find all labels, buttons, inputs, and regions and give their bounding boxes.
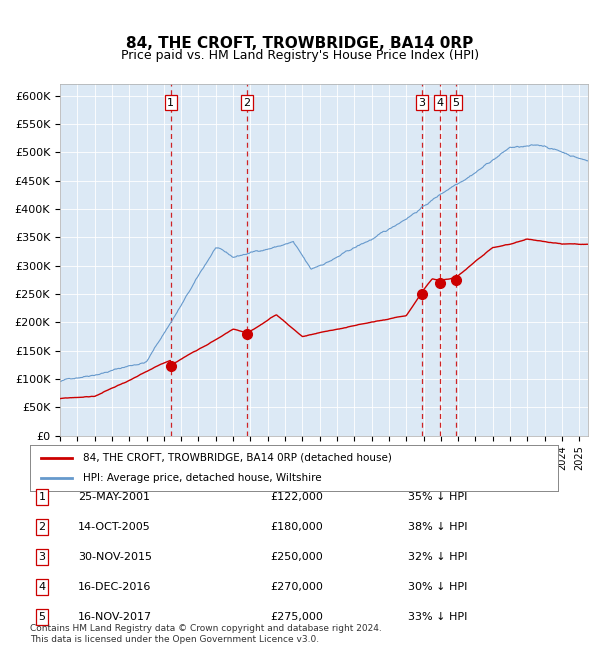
Text: 2: 2	[38, 522, 46, 532]
Text: 32% ↓ HPI: 32% ↓ HPI	[408, 552, 467, 562]
Text: 3: 3	[38, 552, 46, 562]
Text: 5: 5	[38, 612, 46, 622]
Text: 1: 1	[167, 98, 174, 108]
Text: Contains HM Land Registry data © Crown copyright and database right 2024.
This d: Contains HM Land Registry data © Crown c…	[30, 624, 382, 644]
Text: 3: 3	[418, 98, 425, 108]
Text: 1: 1	[38, 492, 46, 502]
Text: 84, THE CROFT, TROWBRIDGE, BA14 0RP: 84, THE CROFT, TROWBRIDGE, BA14 0RP	[127, 36, 473, 51]
Text: 25-MAY-2001: 25-MAY-2001	[78, 492, 150, 502]
Text: 16-NOV-2017: 16-NOV-2017	[78, 612, 152, 622]
Text: £270,000: £270,000	[270, 582, 323, 592]
Text: Price paid vs. HM Land Registry's House Price Index (HPI): Price paid vs. HM Land Registry's House …	[121, 49, 479, 62]
Text: 38% ↓ HPI: 38% ↓ HPI	[408, 522, 467, 532]
Text: 30% ↓ HPI: 30% ↓ HPI	[408, 582, 467, 592]
Text: 5: 5	[452, 98, 460, 108]
Text: 33% ↓ HPI: 33% ↓ HPI	[408, 612, 467, 622]
Text: £250,000: £250,000	[270, 552, 323, 562]
Text: 14-OCT-2005: 14-OCT-2005	[78, 522, 151, 532]
Text: 4: 4	[436, 98, 443, 108]
Text: 4: 4	[38, 582, 46, 592]
Text: HPI: Average price, detached house, Wiltshire: HPI: Average price, detached house, Wilt…	[83, 473, 322, 483]
Text: 35% ↓ HPI: 35% ↓ HPI	[408, 492, 467, 502]
Text: 30-NOV-2015: 30-NOV-2015	[78, 552, 152, 562]
Text: 16-DEC-2016: 16-DEC-2016	[78, 582, 151, 592]
Text: 2: 2	[244, 98, 251, 108]
Text: £180,000: £180,000	[270, 522, 323, 532]
Text: 84, THE CROFT, TROWBRIDGE, BA14 0RP (detached house): 84, THE CROFT, TROWBRIDGE, BA14 0RP (det…	[83, 453, 392, 463]
Text: £122,000: £122,000	[270, 492, 323, 502]
Text: £275,000: £275,000	[270, 612, 323, 622]
